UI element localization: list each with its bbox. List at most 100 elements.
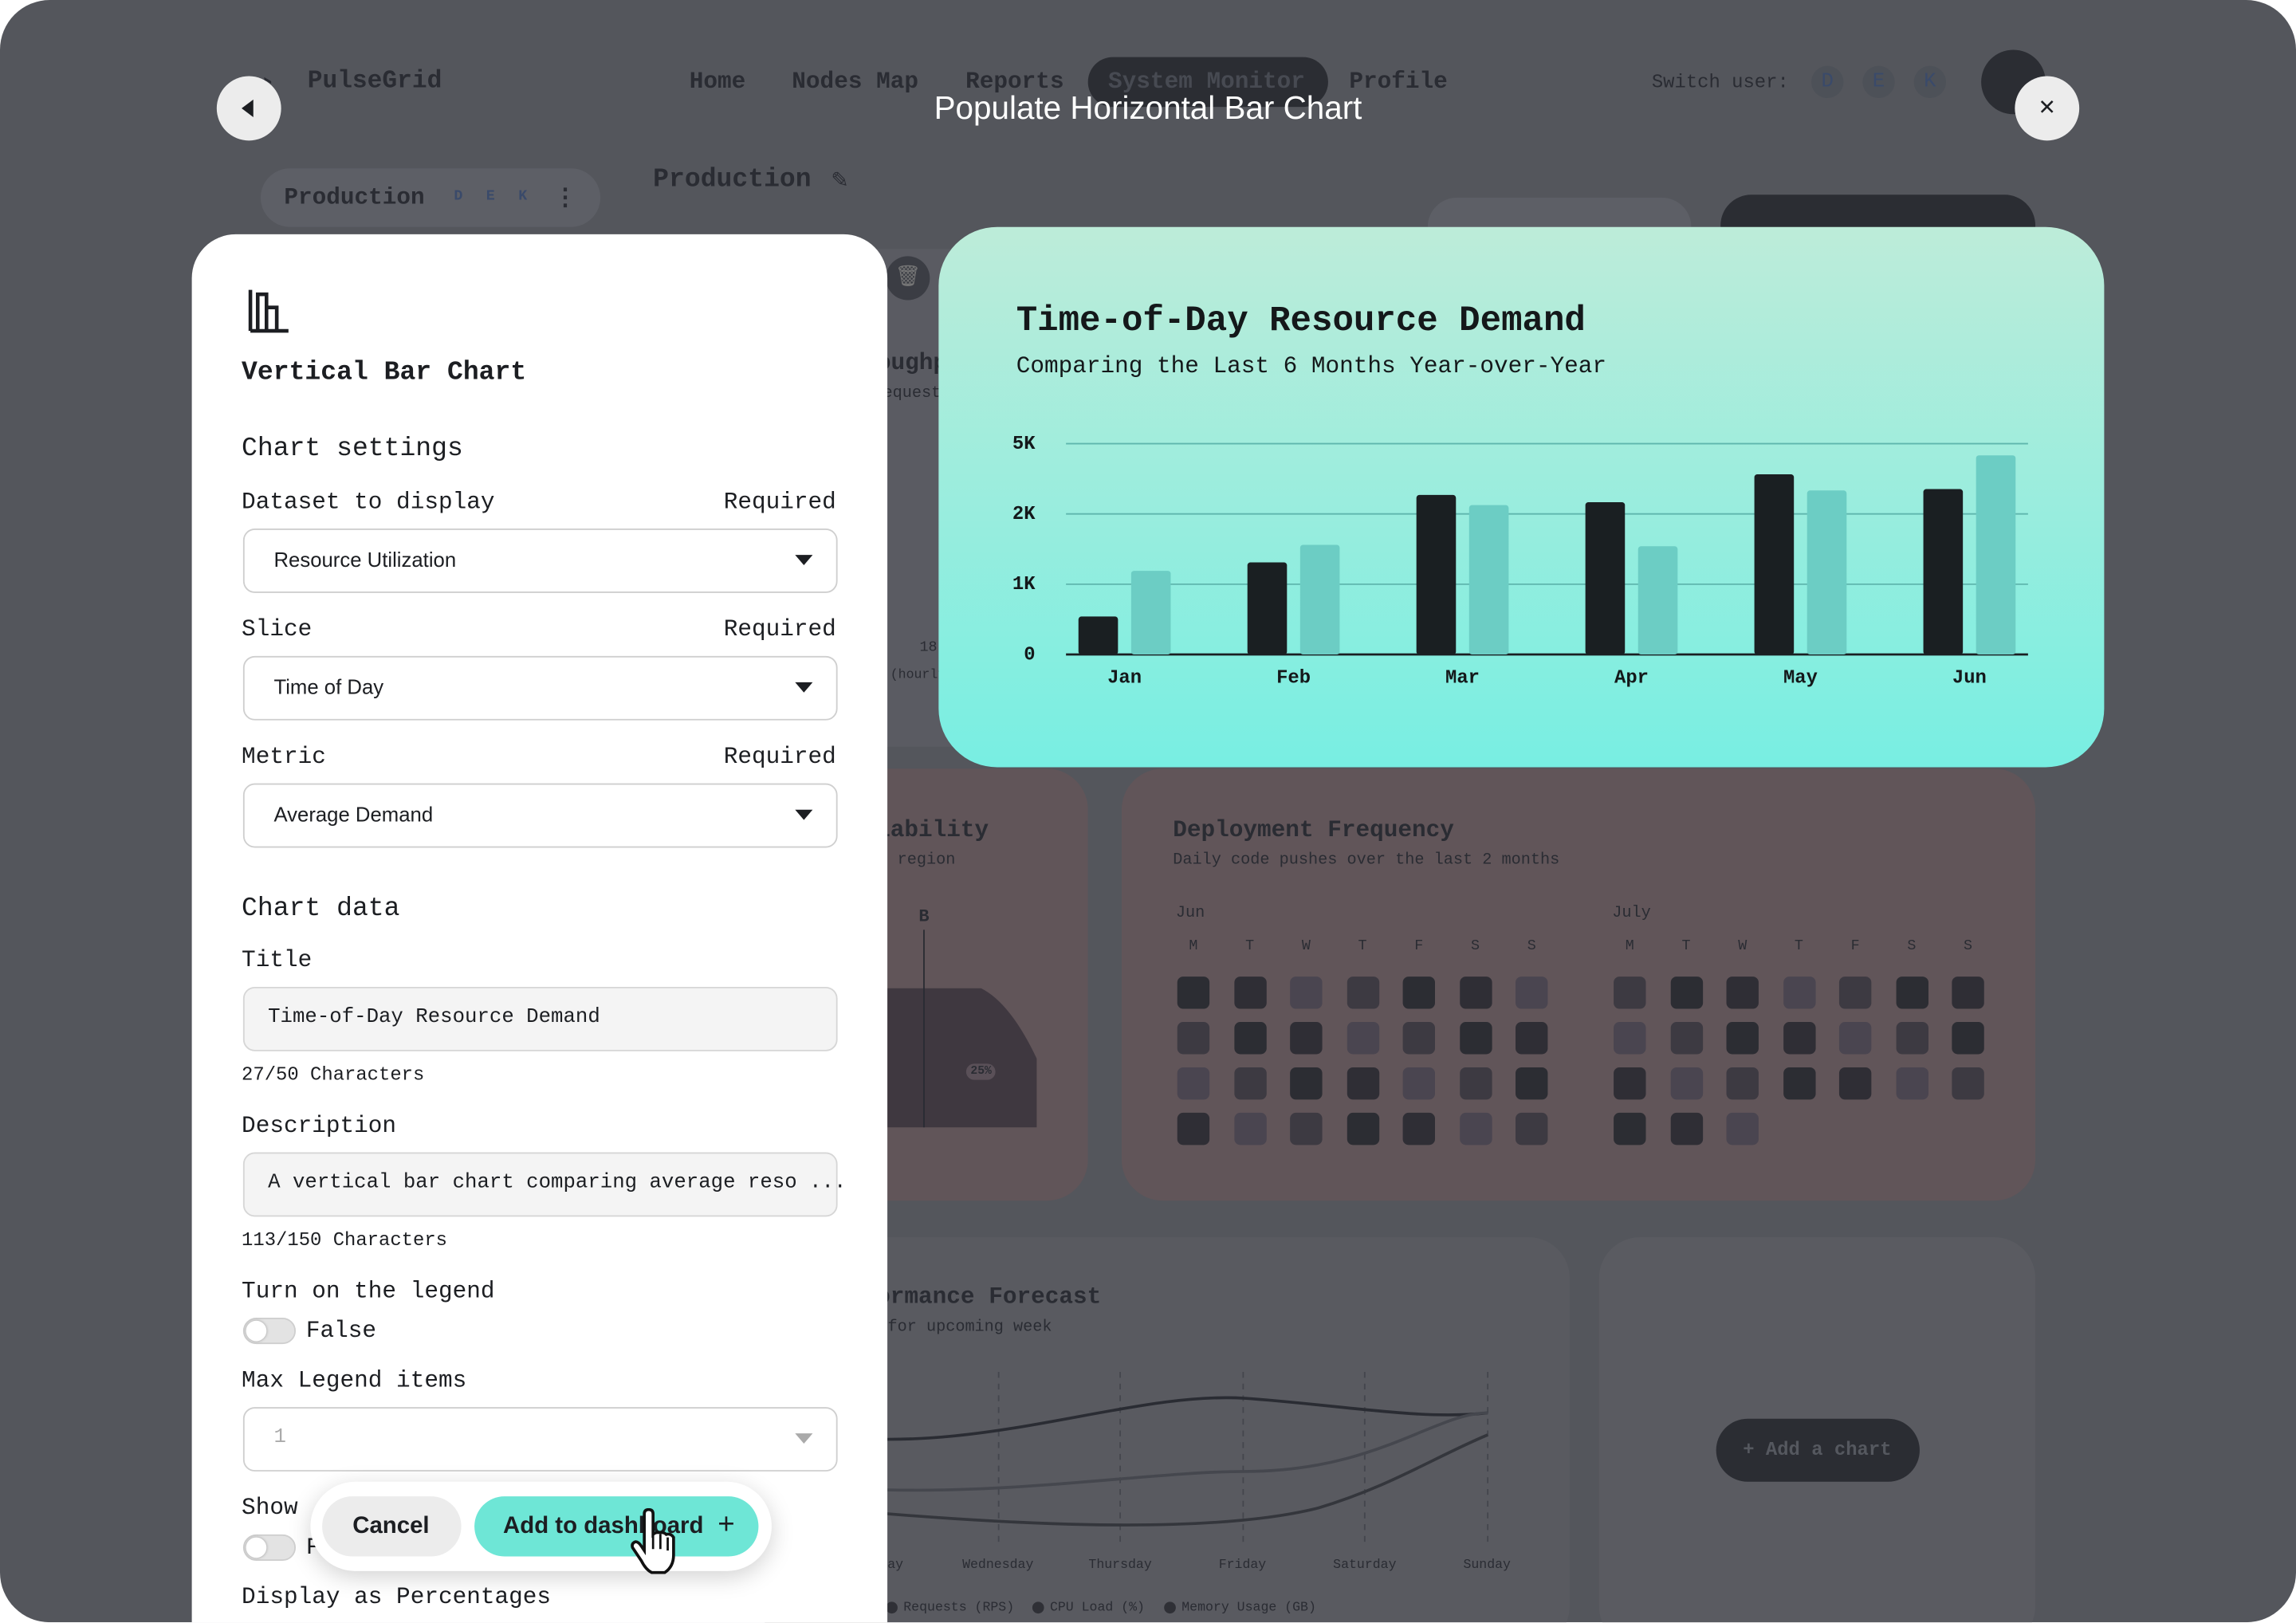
- heat-cell: [1290, 977, 1323, 1009]
- bar: [1754, 474, 1795, 655]
- weekday-label: W: [1301, 939, 1311, 956]
- heat-cell: [1346, 977, 1379, 1009]
- chart-subtitle: Comparing the Last 6 Months Year-over-Ye…: [1016, 353, 1606, 379]
- heat-cell: [1233, 1067, 1266, 1100]
- field-label: Slice: [242, 616, 313, 643]
- weekday-label: F: [1414, 939, 1424, 956]
- dropdown-arrow: [795, 682, 813, 693]
- tab-user: E: [486, 189, 495, 206]
- user-avatar[interactable]: D: [1811, 65, 1844, 99]
- heat-cell: [1614, 1112, 1646, 1146]
- nav-item[interactable]: Nodes Map: [792, 69, 919, 96]
- cancel-button[interactable]: [322, 1496, 462, 1557]
- weekday-label: T: [1358, 939, 1367, 956]
- heat-cell: [1177, 1067, 1210, 1100]
- heat-cell: [1177, 977, 1210, 1009]
- nav-item[interactable]: Reports: [965, 69, 1064, 96]
- select-value: 1: [273, 1425, 286, 1450]
- legend-label: CPU Load (%): [1049, 1600, 1145, 1615]
- add-button[interactable]: [474, 1496, 759, 1557]
- y-tick-label: 1K: [1012, 574, 1036, 595]
- deployment-card: Deployment Frequency Daily code pushes o…: [1121, 768, 2036, 1201]
- axis-label: (hourly): [890, 667, 954, 682]
- weekday-label: T: [1794, 939, 1803, 956]
- show-toggle[interactable]: [242, 1534, 297, 1561]
- dropdown-arrow: [795, 1433, 813, 1444]
- weekday-label: T: [1681, 939, 1691, 956]
- field-label: Dataset to display: [242, 489, 495, 516]
- back-button[interactable]: [216, 76, 281, 141]
- toggle-value: False: [305, 1318, 377, 1345]
- bar: [1078, 616, 1119, 655]
- select-value: Average Demand: [273, 802, 434, 826]
- heat-cell: [1459, 1112, 1492, 1146]
- nav-item[interactable]: Profile: [1349, 69, 1448, 96]
- heat-cell: [1783, 1067, 1815, 1100]
- field-label: Show: [242, 1495, 298, 1522]
- bar: [1130, 571, 1171, 655]
- close-button[interactable]: ✕: [2015, 76, 2080, 141]
- legend-label: Requests (RPS): [903, 1600, 1015, 1615]
- heat-cell: [1290, 1022, 1323, 1055]
- nav-item[interactable]: System Monitor: [1108, 69, 1305, 96]
- tab-label: Production: [284, 184, 425, 211]
- user-avatar[interactable]: E: [1862, 65, 1895, 99]
- day-label: Sunday: [1463, 1558, 1511, 1573]
- preview-card: Time-of-Day Resource Demand Comparing th…: [938, 226, 2105, 768]
- bar: [1468, 505, 1509, 655]
- field-label: Max Legend items: [242, 1367, 467, 1394]
- select-box[interactable]: [242, 529, 838, 593]
- heat-cell: [1726, 1022, 1759, 1055]
- heat-cell: [1233, 1022, 1266, 1055]
- weekday-label: T: [1245, 939, 1255, 956]
- heat-cell: [1726, 977, 1759, 1009]
- weekday-label: M: [1625, 939, 1634, 956]
- legend-toggle[interactable]: [242, 1318, 297, 1345]
- heat-cell: [1838, 977, 1872, 1009]
- title-input[interactable]: [242, 986, 838, 1051]
- heat-cell: [1459, 1067, 1492, 1100]
- weekday-label: W: [1738, 939, 1748, 956]
- x-tick-label: Feb: [1276, 668, 1311, 690]
- heat-cell: [1233, 1112, 1266, 1146]
- forecast-lines: [820, 1372, 1489, 1548]
- heat-cell: [1402, 1067, 1436, 1100]
- heat-cell: [1402, 977, 1436, 1009]
- max-legend-select[interactable]: [242, 1407, 838, 1472]
- heat-cell: [1459, 977, 1492, 1009]
- description-input[interactable]: [242, 1152, 838, 1217]
- tab-user: D: [454, 189, 463, 206]
- weekday-label: S: [1964, 939, 1973, 956]
- heat-cell: [1402, 1022, 1436, 1055]
- delete-button[interactable]: 🗑: [886, 256, 930, 301]
- heat-cell: [1783, 1022, 1815, 1055]
- month-label: Jun: [1175, 905, 1205, 923]
- heat-cell: [1895, 977, 1928, 1009]
- tab-menu[interactable]: ⋮: [553, 186, 577, 213]
- add-chart-button[interactable]: [1716, 1418, 1920, 1482]
- heat-cell: [1952, 1067, 1984, 1100]
- day-label: Friday: [1218, 1558, 1267, 1573]
- form-panel: Vertical Bar Chart Chart settings: [191, 234, 888, 1623]
- required-label: Required: [723, 616, 836, 643]
- field-label: Title: [242, 947, 313, 974]
- bar: [1416, 494, 1457, 655]
- heat-cell: [1516, 1112, 1548, 1146]
- weekday-label: S: [1907, 939, 1917, 956]
- heat-cell: [1516, 1067, 1548, 1100]
- add-icon: +: [718, 1508, 735, 1542]
- nav-item[interactable]: Home: [689, 69, 746, 96]
- heat-cell: [1346, 1022, 1379, 1055]
- user-avatar[interactable]: K: [1913, 65, 1947, 99]
- char-count: 27/50 Characters: [242, 1063, 425, 1086]
- edit-icon[interactable]: ✎: [832, 167, 848, 197]
- heat-cell: [1614, 1067, 1646, 1100]
- tab-pill[interactable]: [260, 168, 601, 227]
- card-subtitle: Daily code pushes over the last 2 months: [1173, 851, 1560, 870]
- legend-swatch: [886, 1601, 898, 1614]
- select-box[interactable]: [242, 655, 838, 721]
- heat-cell: [1516, 977, 1548, 1009]
- heat-cell: [1895, 1067, 1928, 1100]
- heat-cell: [1346, 1067, 1379, 1100]
- select-box[interactable]: [242, 783, 838, 848]
